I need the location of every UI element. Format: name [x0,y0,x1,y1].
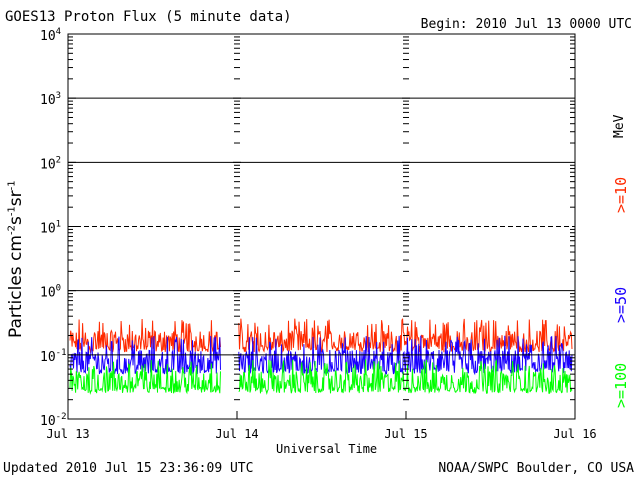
legend-ge10: >=10 [612,176,630,213]
ticks-group: Jul 13 Jul 14 Jul 15 Jul 16 10-2 10-1 100 101 10… [40,27,597,441]
series-line-ge10 [238,318,573,353]
source-credit: NOAA/SWPC Boulder, CO USA [438,461,634,476]
grid-group [68,97,575,356]
series-group [69,318,573,396]
x-tick-label: Jul 15 [384,427,427,441]
y-tick-label: 101 [40,220,61,237]
y-tick-label: 102 [40,155,61,172]
y-tick-label: 103 [40,91,61,108]
begin-time: Begin: 2010 Jul 13 0000 UTC [420,17,632,32]
series-line-ge10 [69,318,221,354]
y-axis-label: Particles cm-2s-1sr-1 [6,180,26,338]
legend-ge100: >=100 [612,362,630,408]
legend-ge50: >=50 [612,286,630,323]
series-line-ge100 [238,358,573,396]
updated-timestamp: Updated 2010 Jul 15 23:36:09 UTC [3,461,254,476]
chart-title: GOES13 Proton Flux (5 minute data) [5,9,292,25]
x-tick-label: Jul 16 [553,427,596,441]
y-tick-label: 104 [40,27,61,44]
series-line-ge100 [69,360,221,395]
y-tick-label: 10-2 [40,412,67,429]
y-tick-label: 100 [40,284,61,301]
unit-label: MeV [612,114,627,138]
x-axis-label: Universal Time [276,442,378,456]
x-tick-label: Jul 13 [46,427,89,441]
series-line-ge50 [238,335,573,376]
y-tick-label: 10-1 [40,348,67,365]
x-tick-label: Jul 14 [215,427,258,441]
